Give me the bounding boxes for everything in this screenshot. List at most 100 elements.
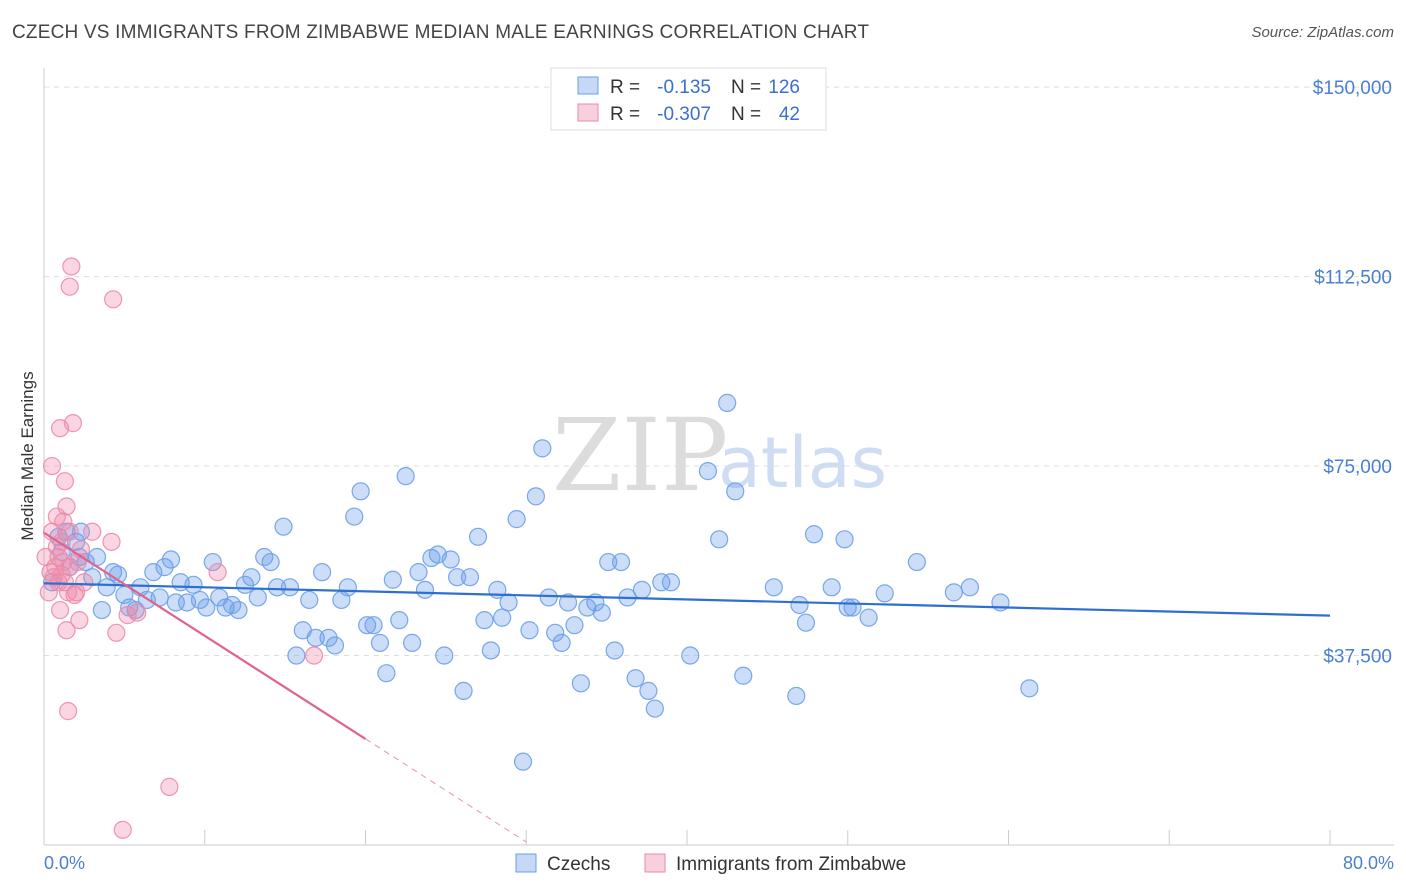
zimbabwe-point: [104, 290, 123, 309]
czech-point: [652, 573, 671, 592]
legend: Czechs Immigrants from Zimbabwe: [515, 853, 906, 875]
czech-point: [242, 568, 261, 587]
czech-point: [197, 598, 216, 617]
y-tick-label: $150,000: [1313, 78, 1392, 99]
zimbabwe-point: [102, 532, 121, 551]
czech-point: [403, 633, 422, 652]
czech-point: [229, 600, 248, 620]
y-axis-label: Median Male Earnings: [18, 371, 37, 540]
czech-point: [319, 628, 338, 647]
zimbabwe-point: [70, 611, 89, 630]
czech-point: [907, 552, 926, 572]
czech-point: [611, 552, 631, 572]
zimbabwe-point: [57, 621, 76, 640]
watermark: ZIP atlas: [552, 397, 887, 514]
czech-point: [539, 588, 558, 607]
legend-swatch-zimbabwe: [644, 853, 666, 873]
czech-point: [546, 623, 565, 642]
czech-point: [306, 628, 325, 647]
czech-point: [558, 593, 578, 612]
czech-point: [454, 681, 473, 700]
zimbabwe-point: [60, 522, 79, 541]
czech-point: [460, 568, 480, 587]
y-tick-label: $75,000: [1323, 457, 1392, 478]
czech-point: [787, 686, 806, 706]
czech-point: [261, 552, 280, 572]
czech-point: [144, 563, 163, 582]
x-tick-label-max: 80.0%: [1343, 853, 1394, 873]
zimbabwe-trend-extension: [365, 738, 527, 843]
zimbabwe-point: [59, 702, 78, 721]
stats-n-label-1: N =: [731, 77, 761, 98]
czech-point: [718, 393, 737, 412]
czech-point: [859, 608, 878, 627]
zimbabwe-point: [75, 573, 94, 592]
czech-point: [345, 507, 364, 526]
czech-point: [843, 598, 862, 617]
y-tick-labels: $37,500 $75,000 $112,500 $150,000: [1313, 78, 1392, 667]
czech-point: [599, 552, 618, 572]
watermark-atlas: atlas: [718, 422, 887, 504]
czech-point: [312, 563, 332, 582]
stats-n-label-2: N =: [731, 104, 761, 125]
czech-point: [790, 595, 809, 615]
zimbabwe-point: [60, 277, 79, 296]
czech-point: [1020, 679, 1039, 698]
stats-n-value-2: 42: [779, 104, 800, 125]
czech-points: [42, 393, 1039, 771]
stats-r-value-2: -0.307: [657, 104, 711, 125]
zimbabwe-point: [57, 497, 76, 516]
czech-point: [710, 530, 729, 549]
czech-point: [441, 550, 460, 569]
czech-point: [396, 467, 415, 486]
czech-point: [481, 641, 500, 660]
y-tick-label: $112,500: [1314, 268, 1392, 289]
czech-trend-line: [43, 582, 1331, 617]
czech-point: [435, 646, 454, 665]
czech-point: [835, 530, 854, 549]
czech-point: [203, 552, 222, 572]
zimbabwe-point: [63, 414, 83, 433]
czech-point: [764, 578, 783, 597]
zimbabwe-points: [36, 257, 324, 839]
legend-label-zimbabwe: Immigrants from Zimbabwe: [676, 854, 906, 875]
source-credit: Source: ZipAtlas.com: [1251, 24, 1394, 41]
legend-swatch-czechs: [515, 853, 537, 873]
x-tick-label-min: 0.0%: [44, 853, 85, 873]
zimbabwe-point: [128, 603, 147, 622]
watermark-zip: ZIP: [552, 397, 728, 514]
chart-title: CZECH VS IMMIGRANTS FROM ZIMBABWE MEDIAN…: [12, 22, 870, 43]
stats-r-value-1: -0.135: [657, 77, 711, 98]
czech-point: [161, 550, 181, 569]
zimbabwe-trend-line: [43, 531, 367, 740]
czech-point: [338, 578, 357, 597]
czech-point: [325, 636, 345, 655]
czech-point: [533, 439, 552, 458]
x-tick-marks: [204, 830, 1331, 845]
czech-point: [605, 641, 624, 660]
czech-point: [698, 462, 717, 481]
trend-lines: [43, 531, 1331, 843]
czech-point: [796, 613, 816, 632]
stats-swatch-czech: [577, 76, 599, 95]
stats-swatch-zimbabwe: [577, 103, 599, 122]
czech-point: [565, 616, 584, 635]
stats-n-value-1: 126: [768, 77, 800, 98]
stats-r-label-2: R =: [610, 104, 640, 125]
zimbabwe-point: [62, 257, 81, 276]
czech-point: [97, 578, 116, 597]
czech-point: [507, 510, 526, 529]
zimbabwe-point: [113, 820, 132, 839]
czech-point: [184, 575, 203, 594]
czech-point: [287, 646, 306, 665]
czech-point: [383, 570, 402, 589]
czech-point: [734, 666, 753, 685]
czech-point: [267, 578, 287, 597]
zimbabwe-point: [160, 777, 179, 796]
czech-point: [377, 664, 396, 683]
czech-point: [804, 525, 824, 544]
czech-point: [155, 558, 174, 577]
czech-point: [493, 608, 512, 627]
czech-point: [499, 593, 518, 612]
